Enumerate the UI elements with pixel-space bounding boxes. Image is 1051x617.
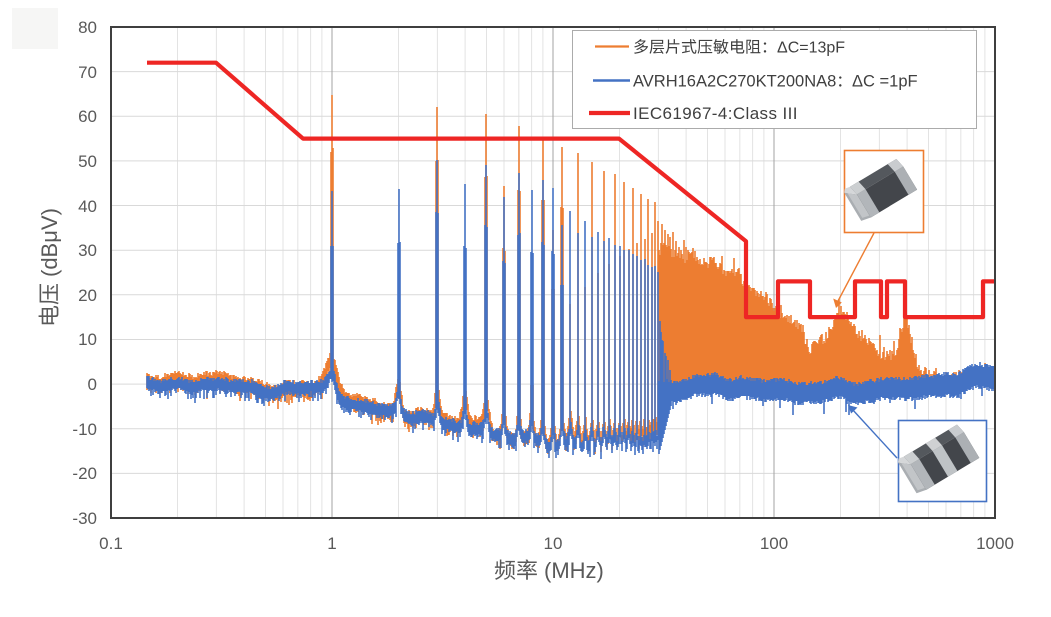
svg-text:100: 100 bbox=[760, 534, 788, 553]
svg-text:10: 10 bbox=[78, 330, 97, 349]
svg-text:0: 0 bbox=[88, 375, 97, 394]
svg-text:AVRH16A2C270KT200NA8: AVRH16A2C270KT200NA8 bbox=[633, 73, 836, 91]
svg-text:50: 50 bbox=[78, 152, 97, 171]
svg-text:(MHz): (MHz) bbox=[544, 558, 604, 583]
svg-text:80: 80 bbox=[78, 18, 97, 37]
svg-text:70: 70 bbox=[78, 63, 97, 82]
svg-text:IEC61967-4:Class III: IEC61967-4:Class III bbox=[633, 104, 798, 123]
svg-text:1: 1 bbox=[327, 534, 336, 553]
svg-text:-20: -20 bbox=[72, 464, 97, 483]
svg-text:-30: -30 bbox=[72, 509, 97, 528]
svg-text:20: 20 bbox=[78, 286, 97, 305]
svg-text:30: 30 bbox=[78, 241, 97, 260]
svg-text:10: 10 bbox=[544, 534, 563, 553]
svg-text:40: 40 bbox=[78, 197, 97, 216]
svg-text:(dBμV): (dBμV) bbox=[37, 208, 62, 277]
svg-text:ΔC=13pF: ΔC=13pF bbox=[777, 40, 845, 57]
svg-text:ΔC =1pF: ΔC =1pF bbox=[852, 73, 918, 91]
svg-text:-10: -10 bbox=[72, 420, 97, 439]
svg-text:0.1: 0.1 bbox=[99, 534, 123, 553]
svg-text:1000: 1000 bbox=[976, 534, 1014, 553]
svg-text:60: 60 bbox=[78, 107, 97, 126]
